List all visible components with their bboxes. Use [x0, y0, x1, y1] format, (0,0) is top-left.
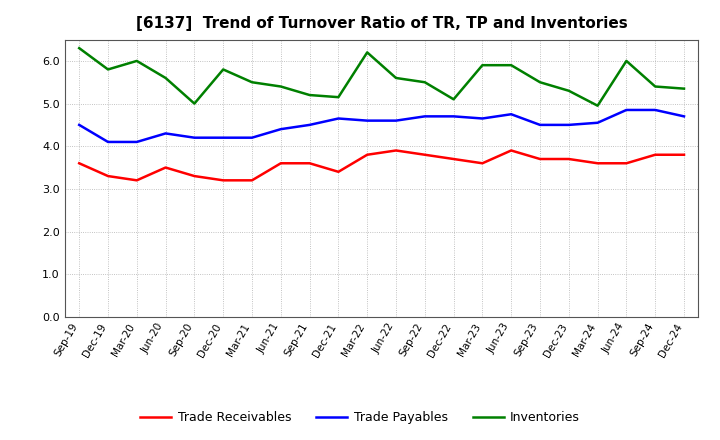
Line: Trade Receivables: Trade Receivables: [79, 150, 684, 180]
Trade Receivables: [132, 178, 141, 183]
Trade Payables: [276, 127, 285, 132]
Trade Receivables: [75, 161, 84, 166]
Trade Payables: [104, 139, 112, 145]
Trade Receivables: [334, 169, 343, 174]
Inventories: [449, 97, 458, 102]
Inventories: [104, 67, 112, 72]
Trade Payables: [248, 135, 256, 140]
Trade Receivables: [392, 148, 400, 153]
Inventories: [334, 95, 343, 100]
Legend: Trade Receivables, Trade Payables, Inventories: Trade Receivables, Trade Payables, Inven…: [135, 407, 585, 429]
Trade Payables: [449, 114, 458, 119]
Trade Payables: [334, 116, 343, 121]
Inventories: [564, 88, 573, 93]
Inventories: [420, 80, 429, 85]
Trade Payables: [363, 118, 372, 123]
Trade Payables: [680, 114, 688, 119]
Trade Payables: [622, 107, 631, 113]
Trade Receivables: [190, 173, 199, 179]
Trade Receivables: [104, 173, 112, 179]
Inventories: [536, 80, 544, 85]
Trade Payables: [219, 135, 228, 140]
Inventories: [75, 45, 84, 51]
Inventories: [132, 58, 141, 63]
Inventories: [622, 58, 631, 63]
Trade Payables: [564, 122, 573, 128]
Trade Receivables: [680, 152, 688, 158]
Trade Receivables: [420, 152, 429, 158]
Trade Payables: [75, 122, 84, 128]
Trade Receivables: [564, 156, 573, 161]
Trade Payables: [161, 131, 170, 136]
Trade Receivables: [507, 148, 516, 153]
Inventories: [507, 62, 516, 68]
Trade Receivables: [593, 161, 602, 166]
Trade Payables: [305, 122, 314, 128]
Inventories: [363, 50, 372, 55]
Inventories: [680, 86, 688, 91]
Inventories: [219, 67, 228, 72]
Trade Receivables: [478, 161, 487, 166]
Line: Trade Payables: Trade Payables: [79, 110, 684, 142]
Inventories: [305, 92, 314, 98]
Trade Payables: [593, 120, 602, 125]
Trade Receivables: [449, 156, 458, 161]
Line: Inventories: Inventories: [79, 48, 684, 106]
Trade Receivables: [651, 152, 660, 158]
Trade Receivables: [622, 161, 631, 166]
Inventories: [161, 75, 170, 81]
Inventories: [478, 62, 487, 68]
Inventories: [392, 75, 400, 81]
Trade Payables: [651, 107, 660, 113]
Trade Receivables: [536, 156, 544, 161]
Trade Payables: [507, 112, 516, 117]
Trade Payables: [190, 135, 199, 140]
Trade Payables: [536, 122, 544, 128]
Inventories: [593, 103, 602, 108]
Inventories: [651, 84, 660, 89]
Inventories: [276, 84, 285, 89]
Trade Receivables: [305, 161, 314, 166]
Trade Payables: [392, 118, 400, 123]
Trade Receivables: [248, 178, 256, 183]
Title: [6137]  Trend of Turnover Ratio of TR, TP and Inventories: [6137] Trend of Turnover Ratio of TR, TP…: [136, 16, 627, 32]
Trade Receivables: [161, 165, 170, 170]
Inventories: [248, 80, 256, 85]
Trade Receivables: [219, 178, 228, 183]
Trade Payables: [478, 116, 487, 121]
Trade Payables: [420, 114, 429, 119]
Trade Receivables: [276, 161, 285, 166]
Trade Payables: [132, 139, 141, 145]
Trade Receivables: [363, 152, 372, 158]
Inventories: [190, 101, 199, 106]
